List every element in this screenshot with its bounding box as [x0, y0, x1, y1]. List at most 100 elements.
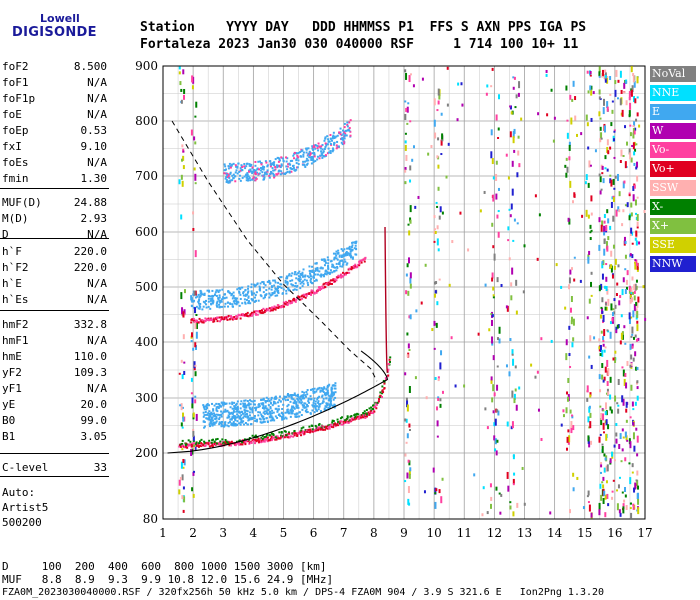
echo-point — [249, 170, 252, 173]
param-row: hmF2 332.8 — [2, 318, 107, 332]
echo-point — [631, 343, 634, 348]
echo-point — [229, 171, 232, 174]
echo-point — [327, 140, 330, 143]
echo-point — [619, 160, 622, 164]
echo-point — [279, 415, 282, 418]
echo-point — [200, 438, 203, 441]
echo-point — [265, 171, 268, 174]
echo-point — [605, 276, 608, 282]
echo-point — [224, 421, 227, 424]
echo-point — [281, 305, 284, 308]
echo-point — [180, 88, 183, 92]
echo-point — [439, 362, 442, 370]
echo-point — [254, 419, 257, 422]
echo-point — [224, 165, 227, 168]
echo-point — [301, 431, 304, 434]
echo-point — [306, 147, 309, 150]
echo-point — [270, 416, 273, 419]
echo-point — [361, 414, 364, 417]
echo-point — [624, 342, 627, 345]
echo-point — [484, 407, 487, 411]
echo-point — [286, 410, 289, 413]
echo-point — [277, 307, 280, 310]
echo-point — [261, 280, 264, 283]
echo-point — [441, 133, 444, 140]
echo-point — [507, 226, 510, 231]
echo-point — [182, 94, 185, 100]
echo-point — [309, 279, 312, 282]
echo-point — [602, 498, 605, 505]
echo-point — [613, 130, 616, 133]
param-value: 3.05 — [80, 430, 108, 443]
echo-point — [262, 307, 265, 310]
echo-point — [245, 440, 248, 443]
echo-point — [195, 443, 198, 446]
echo-point — [629, 124, 632, 127]
echo-point — [193, 442, 196, 445]
echo-point — [590, 85, 593, 90]
echo-point — [234, 444, 237, 447]
echo-point — [272, 308, 275, 311]
echo-point — [256, 282, 259, 285]
echo-point — [246, 413, 249, 416]
echo-point — [273, 306, 276, 309]
echo-point — [194, 344, 197, 350]
echo-point — [625, 435, 628, 441]
echo-point — [295, 162, 298, 165]
echo-point — [238, 416, 241, 419]
echo-point — [638, 124, 641, 128]
echo-point — [629, 507, 632, 510]
echo-point — [635, 166, 638, 170]
echo-point — [227, 173, 230, 176]
echo-point — [307, 152, 310, 155]
echo-point — [327, 151, 330, 154]
echo-point — [610, 264, 613, 269]
echo-point — [509, 105, 512, 108]
echo-point — [343, 130, 346, 133]
echo-point — [274, 407, 277, 410]
echo-point — [589, 71, 592, 75]
echo-point — [568, 435, 571, 443]
echo-point — [286, 394, 289, 397]
echo-point — [211, 443, 214, 446]
echo-point — [408, 385, 411, 393]
echo-point — [589, 231, 592, 234]
echo-point — [323, 393, 326, 396]
echo-point — [201, 308, 204, 311]
echo-point — [321, 394, 324, 397]
echo-point — [602, 336, 605, 341]
echo-point — [248, 170, 251, 173]
echo-point — [223, 297, 226, 300]
echo-point — [343, 122, 346, 125]
echo-point — [321, 402, 324, 405]
echo-point — [343, 142, 346, 145]
echo-point — [249, 403, 252, 406]
echo-point — [622, 209, 625, 213]
echo-point — [625, 419, 628, 423]
echo-point — [230, 411, 233, 414]
echo-point — [179, 404, 182, 407]
echo-point — [318, 395, 321, 398]
echo-point — [257, 406, 260, 409]
echo-point — [231, 303, 234, 306]
echo-point — [613, 129, 616, 132]
echo-point — [300, 427, 303, 430]
echo-point — [191, 442, 194, 445]
echo-point — [634, 148, 637, 152]
echo-point — [308, 430, 311, 433]
echo-point — [291, 300, 294, 303]
echo-point — [408, 428, 411, 431]
echo-point — [220, 318, 223, 321]
echo-point — [280, 170, 283, 173]
echo-point — [604, 285, 607, 289]
echo-point — [492, 245, 495, 249]
echo-point — [624, 431, 627, 438]
param-row: yE 20.0 — [2, 398, 107, 412]
echo-point — [229, 406, 232, 409]
echo-point — [622, 506, 625, 514]
echo-point — [486, 426, 489, 430]
echo-point — [295, 415, 298, 418]
echo-point — [225, 296, 228, 299]
echo-point — [306, 430, 309, 433]
echo-point — [621, 289, 624, 296]
